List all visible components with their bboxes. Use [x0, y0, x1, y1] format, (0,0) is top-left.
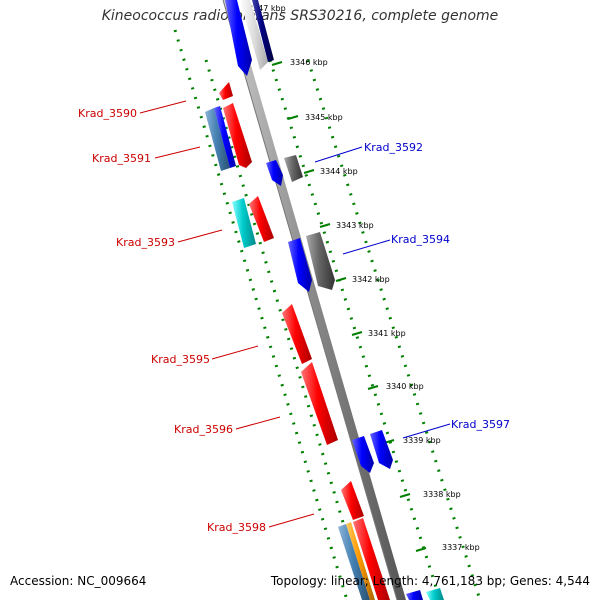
gene-arrow[interactable] [288, 238, 312, 292]
gene-arrow[interactable] [341, 481, 364, 520]
gene-arrow[interactable] [306, 232, 335, 290]
gene-arrow[interactable] [301, 362, 338, 445]
guide-line-inner-right [268, 59, 442, 600]
gene-label[interactable]: Krad_3591 [92, 152, 151, 165]
gene-arrow[interactable] [232, 198, 256, 248]
gene-label[interactable]: Krad_3596 [174, 423, 233, 436]
tick-label: 3345 kbp [305, 113, 343, 122]
accession-text: Accession: NC_009664 [10, 574, 147, 588]
tick-mark [319, 223, 331, 228]
gene-arrow[interactable] [266, 160, 283, 186]
leader-line [154, 146, 201, 159]
gene-label[interactable]: Krad_3592 [364, 141, 423, 154]
tick-mark [415, 547, 427, 552]
leader-line [139, 100, 187, 114]
tick-label: 3337 kbp [442, 543, 480, 552]
tick-mark [367, 385, 379, 390]
tick-label: 3338 kbp [423, 490, 461, 499]
label-leaders [139, 100, 451, 528]
tick-label: 3342 kbp [352, 275, 390, 284]
backbone [222, 0, 406, 600]
tick-mark [351, 331, 363, 336]
reverse-strand-genes [225, 0, 444, 600]
tick-mark [271, 61, 283, 66]
tick-label: 3340 kbp [386, 382, 424, 391]
leader-line [314, 146, 363, 163]
gene-arrow[interactable] [249, 196, 274, 242]
genome-info-text: Topology: linear; Length: 4,761,183 bp; … [270, 574, 590, 588]
guide-line-inner-left [204, 59, 368, 600]
gene-arrow[interactable] [252, 0, 274, 62]
leader-line [177, 229, 223, 243]
leader-line [235, 416, 281, 430]
tick-label: 3346 kbp [290, 58, 328, 67]
forward-strand-genes [205, 82, 390, 600]
tick-mark [335, 277, 347, 282]
gene-label[interactable]: Krad_3594 [391, 233, 450, 246]
tick-mark [287, 115, 299, 120]
gene-arrow[interactable] [353, 518, 390, 600]
gene-arrow[interactable] [338, 524, 370, 600]
tick-marks [271, 61, 427, 552]
gene-labels: Krad_3590 Krad_3591 Krad_3592 Krad_3593 … [78, 107, 510, 534]
leader-line [342, 239, 391, 255]
gene-arrow[interactable] [346, 522, 375, 600]
gene-arrow[interactable] [352, 436, 374, 473]
gene-label[interactable]: Krad_3590 [78, 107, 137, 120]
tick-label: 3341 kbp [368, 329, 406, 338]
gene-arrow[interactable] [219, 82, 233, 100]
guide-lines [173, 29, 482, 600]
tick-label: 3347 kbp [248, 4, 286, 13]
gene-label[interactable]: Krad_3597 [451, 418, 510, 431]
gene-arrow[interactable] [406, 590, 423, 600]
tick-labels: 3347 kbp 3346 kbp 3345 kbp 3344 kbp 3343… [248, 4, 480, 552]
tick-label: 3344 kbp [320, 167, 358, 176]
gene-label[interactable]: Krad_3595 [151, 353, 210, 366]
gene-arrow[interactable] [225, 0, 252, 76]
gene-arrow[interactable] [223, 103, 252, 168]
gene-arrow[interactable] [240, 0, 268, 70]
gene-arrow[interactable] [284, 155, 303, 182]
leader-line [211, 345, 259, 360]
leader-line [268, 513, 315, 528]
tick-label: 3339 kbp [403, 436, 441, 445]
gene-arrow[interactable] [370, 430, 393, 469]
tick-mark [303, 169, 315, 174]
tick-label: 3343 kbp [336, 221, 374, 230]
gene-label[interactable]: Krad_3593 [116, 236, 175, 249]
leader-line [402, 423, 451, 439]
gene-label[interactable]: Krad_3598 [207, 521, 266, 534]
backbone-track [223, 0, 406, 600]
map-title: Kineococcus radiotolerans SRS30216, comp… [101, 8, 499, 24]
gene-arrow[interactable] [214, 106, 236, 168]
gene-arrow[interactable] [282, 304, 312, 364]
gene-arrow[interactable] [205, 108, 230, 171]
tick-mark [399, 493, 411, 498]
gene-arrow[interactable] [426, 588, 444, 600]
